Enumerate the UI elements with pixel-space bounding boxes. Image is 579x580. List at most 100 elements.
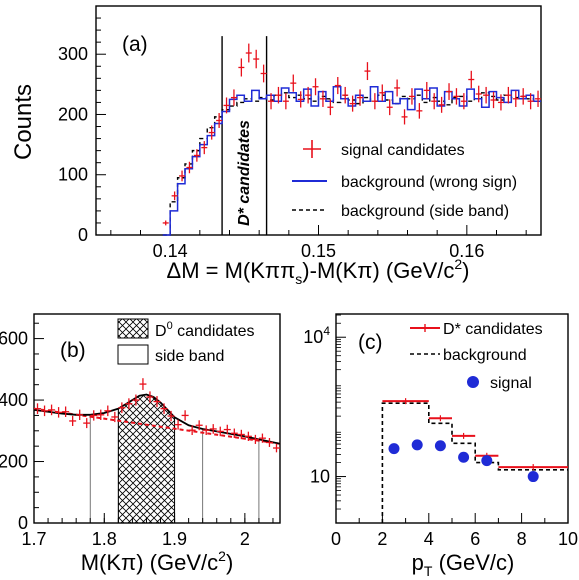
signal-point-3: [186, 161, 193, 174]
legend-signal-dot: [467, 376, 479, 388]
signal-point-32: [401, 109, 408, 125]
signal-point-43: [483, 86, 490, 104]
panel-a-series: [162, 36, 542, 236]
signal-point-31: [394, 79, 401, 97]
signal-point-4: [193, 149, 200, 162]
signal-point-8: [223, 97, 230, 114]
background-histogram: [381, 402, 568, 523]
signal-point-37: [438, 96, 445, 113]
signal-point-45: [497, 94, 504, 111]
signal-point-7: [216, 113, 223, 128]
b-data-point-23: [195, 420, 203, 431]
b-data-point-20: [174, 419, 182, 430]
signal-point-14: [268, 93, 275, 110]
signal-point-26: [357, 89, 364, 106]
panel-a-label: (a): [122, 33, 148, 56]
legend-dstar-label: D* candidates: [443, 321, 543, 338]
signal-point-49: [527, 93, 534, 110]
signal-point-5: [201, 141, 208, 155]
a-ytick-label-1: 100: [58, 165, 88, 185]
signal-point-12: [253, 49, 260, 69]
signal-point-0: [162, 220, 169, 226]
b-data-point-2: [48, 404, 56, 416]
signal-point-27: [364, 62, 371, 81]
panel-c-legend: D* candidates background signal: [410, 321, 543, 392]
signal-point-17: [290, 74, 297, 92]
signal-point-22: [327, 99, 334, 116]
a-ytick-label-2: 200: [58, 104, 88, 124]
signal-dot-2: [434, 440, 446, 452]
panel-b-ticks: 1.7 1.8 1.9 2 0 200 400 600: [0, 322, 274, 549]
signal-point-2: [179, 170, 186, 182]
a-xtick-label-1: 0.15: [301, 241, 336, 261]
b-data-point-6: [76, 409, 84, 421]
signal-point-48: [520, 88, 527, 105]
b-data-point-16: [146, 391, 154, 403]
b-data-point-30: [244, 431, 252, 441]
signal-point-36: [431, 93, 438, 110]
b-data-point-5: [69, 415, 77, 426]
panel-b-xlabel: M(Kπ) (GeV/c2): [81, 548, 234, 575]
signal-point-25: [349, 95, 356, 112]
b-data-point-31: [251, 434, 259, 444]
b-data-point-19: [167, 410, 175, 422]
b-data-point-3: [55, 407, 63, 418]
b-data-point-33: [265, 437, 273, 447]
signal-point-6: [208, 125, 215, 140]
legend-side-band-swatch: [117, 344, 149, 365]
b-data-point-34: [272, 443, 280, 453]
signal-point-39: [453, 88, 460, 105]
c-ytick-label-1: 104: [303, 324, 330, 347]
signal-point-11: [245, 43, 252, 63]
signal-dot-3: [458, 451, 470, 463]
b-data-point-22: [188, 425, 196, 435]
b-data-point-24: [202, 425, 210, 435]
signal-region-hatched: [117, 394, 176, 524]
signal-point-44: [490, 91, 497, 109]
a-ytick-label-0: 0: [78, 225, 88, 245]
b-data-point-27: [223, 424, 231, 435]
signal-point-33: [408, 88, 415, 105]
signal-point-38: [446, 83, 453, 100]
c-xtick-label-2: 4: [424, 529, 434, 549]
signal-point-9: [230, 89, 237, 106]
signal-point-35: [423, 81, 430, 99]
c-xtick-label-1: 2: [377, 529, 387, 549]
signal-point-10: [238, 58, 245, 77]
signal-dot-1: [411, 439, 423, 451]
signal-point-19: [305, 86, 312, 104]
legend-side-band-b-label: side band: [155, 348, 224, 365]
b-data-point-28: [230, 428, 238, 438]
c-xtick-label-0: 0: [331, 529, 341, 549]
b-xtick-label-2: 1.9: [162, 529, 187, 549]
panel-c-series: [381, 398, 568, 523]
b-data-point-4: [62, 406, 70, 418]
signal-point-28: [371, 93, 378, 110]
a-ytick-label-3: 300: [58, 44, 88, 64]
signal-point-30: [386, 99, 393, 116]
signal-point-47: [512, 90, 519, 107]
signal-point-21: [319, 90, 326, 107]
b-data-point-15: [139, 378, 147, 390]
panel-b-legend: D0 candidates side band: [117, 318, 255, 365]
legend-side-band-label: background (side band): [341, 203, 509, 220]
c-xtick-label-5: 10: [558, 529, 578, 549]
window-label: D* candidates: [236, 120, 253, 226]
a-xtick-label-0: 0.14: [153, 241, 188, 261]
b-xtick-label-3: 2: [240, 529, 250, 549]
b-ytick-label-1: 200: [0, 452, 28, 472]
signal-point-50: [535, 90, 542, 107]
signal-dot-0: [388, 443, 400, 455]
b-data-point-11: [111, 411, 119, 423]
panel-b-label: (b): [60, 339, 86, 362]
wrong-sign-histogram: [162, 86, 541, 236]
panel-a-ticks: 0.14 0.15 0.16 0 100 200 300: [58, 17, 527, 261]
c-xtick-label-4: 8: [517, 529, 527, 549]
b-data-point-8: [90, 410, 98, 421]
panel-a-frame: [95, 5, 542, 236]
b-data-point-21: [181, 410, 189, 421]
b-xtick-label-0: 1.7: [21, 529, 46, 549]
legend-signal-label: signal candidates: [341, 142, 465, 159]
